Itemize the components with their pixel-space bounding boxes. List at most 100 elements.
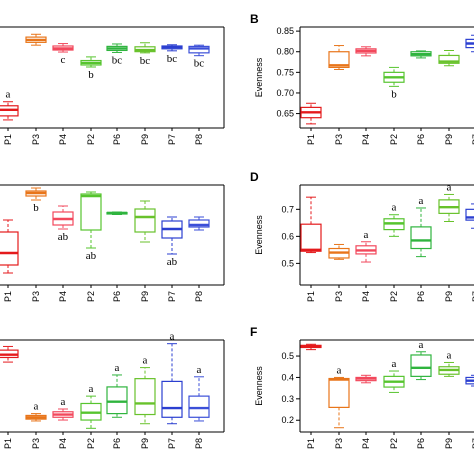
box-body: [328, 51, 350, 69]
box-body: [134, 378, 156, 416]
y-tick-label: 0.5: [281, 258, 294, 268]
y-tick-label: 0.6: [281, 231, 294, 241]
x-tick-label: P4: [361, 291, 371, 302]
box-P2: a: [80, 383, 102, 429]
significance-label: a: [61, 396, 66, 408]
box-body: [134, 208, 156, 233]
significance-label: a: [419, 339, 424, 351]
box-P3: a: [25, 401, 47, 422]
box-P1: [0, 345, 19, 363]
significance-label: b: [88, 69, 94, 81]
significance-label: a: [143, 355, 148, 367]
box-P6: bc: [106, 43, 128, 66]
significance-label: bc: [140, 55, 151, 67]
box-P9: [438, 49, 460, 67]
x-tick-label: P6: [416, 438, 426, 449]
box-P7: a: [161, 331, 183, 425]
box-P3: [25, 33, 47, 46]
x-tick-label: P2: [389, 134, 399, 145]
box-P3: b: [25, 187, 47, 214]
x-tick-label: P3: [334, 134, 344, 145]
x-tick-label: P9: [140, 438, 150, 449]
x-tick-label: P1: [3, 134, 13, 145]
box-P4: a: [355, 229, 377, 263]
box-P2: a: [383, 202, 405, 237]
panel-letter: F: [250, 325, 257, 339]
x-tick-label: P7: [471, 134, 474, 145]
box-body: [80, 193, 102, 231]
significance-label: a: [392, 358, 397, 370]
panel-C: P1 b P3 ab P4 ab P2 P6 P9 ab P7 P8: [0, 184, 225, 302]
box-body: [0, 231, 19, 266]
box-P3: a: [328, 364, 350, 429]
y-tick-label: 0.4: [281, 372, 294, 382]
x-tick-label: P6: [416, 291, 426, 302]
panel-A: a P1 P3 c P4 b P2 bc P6 bc P9 bc P7 bc P8: [0, 26, 225, 145]
significance-label: ab: [58, 231, 69, 243]
x-tick-label: P9: [140, 134, 150, 145]
x-tick-label: P4: [58, 438, 68, 449]
box-body: [161, 380, 183, 418]
y-axis-title: Evenness: [254, 366, 264, 406]
significance-label: a: [447, 349, 452, 361]
box-P2: a: [383, 358, 405, 393]
box-P2: b: [80, 56, 102, 81]
box-body: [188, 219, 210, 228]
panel-F: F 0.2 0.3 0.4 0.5 Evenness P1 a P3 P4 a P2 a P6 a P9 P7: [250, 325, 474, 449]
box-P9: a: [438, 349, 460, 377]
box-body: [410, 354, 432, 377]
x-tick-label: P4: [361, 438, 371, 449]
significance-label: ab: [86, 250, 97, 262]
significance-label: bc: [194, 58, 205, 70]
box-P6: [410, 50, 432, 59]
significance-label: a: [34, 401, 39, 413]
x-tick-label: P4: [58, 291, 68, 302]
x-tick-label: P9: [444, 291, 454, 302]
box-body: [106, 386, 128, 415]
box-P4: ab: [52, 205, 74, 243]
panel-letter: B: [250, 12, 259, 26]
x-tick-label: P2: [389, 438, 399, 449]
x-tick-label: P9: [444, 438, 454, 449]
x-tick-label: P6: [112, 134, 122, 145]
significance-label: a: [364, 229, 369, 241]
box-P6: a: [410, 195, 432, 258]
significance-label: bc: [167, 53, 178, 65]
x-tick-label: P8: [194, 291, 204, 302]
y-axis-title: Evenness: [254, 215, 264, 255]
box-body: [300, 223, 322, 252]
box-P3: [328, 45, 350, 70]
y-tick-label: 0.2: [281, 415, 294, 425]
box-P3: [328, 243, 350, 260]
box-P7: [465, 34, 474, 53]
x-tick-label: P1: [306, 134, 316, 145]
panel-letter: D: [250, 170, 259, 184]
x-tick-label: P2: [86, 438, 96, 449]
y-tick-label: 0.85: [276, 26, 294, 36]
panel-E: P1 a P3 a P4 a P2 a P6 a P9 a P7 a P8: [0, 331, 225, 449]
box-P4: [355, 46, 377, 57]
y-tick-label: 0.80: [276, 47, 294, 57]
box-P9: bc: [134, 42, 156, 67]
box-body: [438, 54, 460, 64]
box-P1: [300, 102, 322, 125]
x-tick-label: P6: [416, 134, 426, 145]
x-tick-label: P7: [167, 291, 177, 302]
box-P8: bc: [188, 44, 210, 70]
x-tick-label: P6: [112, 291, 122, 302]
box-P1: a: [0, 89, 19, 121]
x-tick-label: P4: [361, 134, 371, 145]
x-tick-label: P4: [58, 134, 68, 145]
box-P4: c: [52, 43, 74, 66]
x-tick-label: P7: [167, 438, 177, 449]
y-tick-label: 0.3: [281, 394, 294, 404]
x-tick-label: P3: [31, 291, 41, 302]
significance-label: a: [89, 383, 94, 395]
box-P2: ab: [80, 191, 102, 262]
box-P7: ab: [161, 216, 183, 268]
box-P4: a: [52, 396, 74, 421]
box-P4: [355, 374, 377, 384]
significance-label: a: [447, 181, 452, 193]
box-P1: [300, 196, 322, 254]
